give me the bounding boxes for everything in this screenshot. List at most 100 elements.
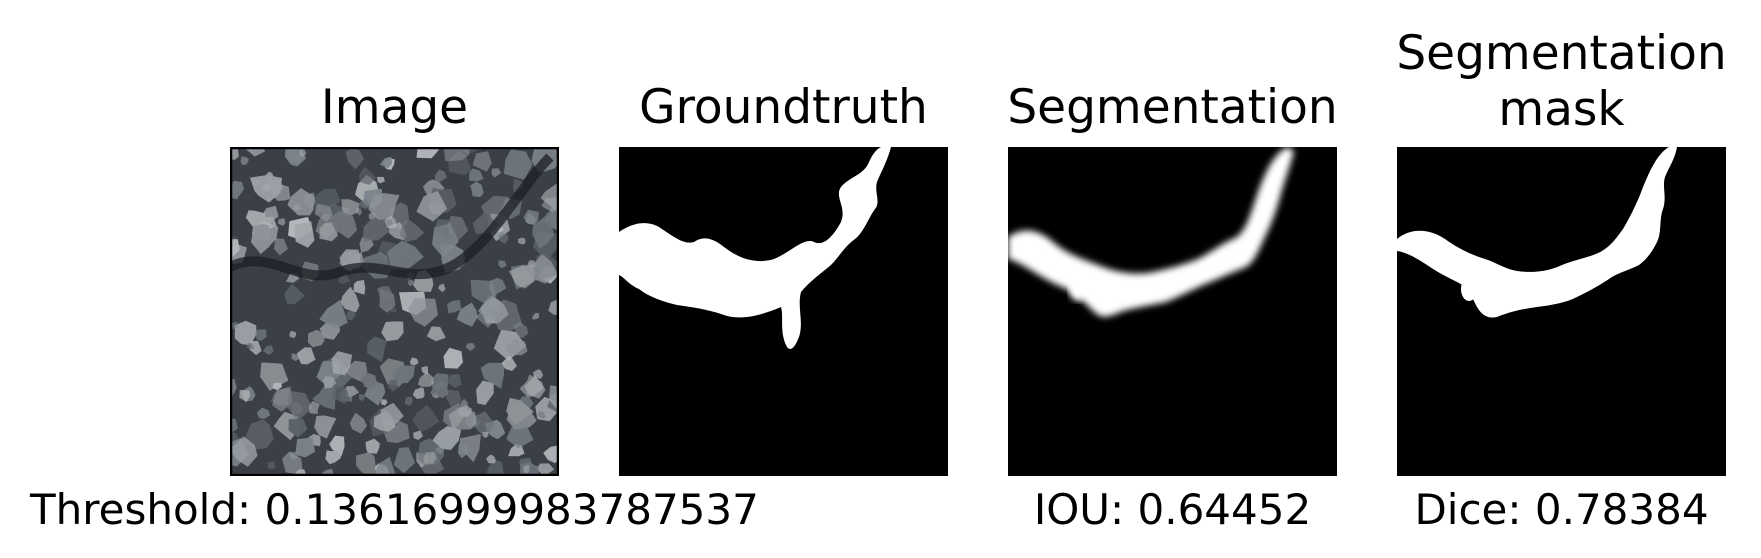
stone-texture [230, 180, 244, 200]
stone-texture [527, 254, 559, 284]
stone-texture [230, 436, 258, 467]
groundtruth-panel-title: Groundtruth [639, 80, 928, 135]
groundtruth-mask [619, 147, 948, 476]
stone-texture [246, 343, 255, 350]
stone-texture [260, 362, 289, 391]
stone-texture [407, 280, 415, 287]
stone-texture [362, 218, 389, 242]
stone-texture [506, 397, 534, 426]
stone-texture [312, 382, 337, 410]
stone-texture [423, 451, 437, 464]
stone-texture [457, 444, 468, 459]
stone-texture [549, 385, 559, 411]
stone-texture [294, 221, 315, 248]
stone-texture [358, 394, 365, 402]
stone-texture [438, 283, 446, 293]
stone-texture [459, 433, 481, 463]
stone-texture [393, 447, 416, 474]
stone-texture [472, 411, 496, 437]
stone-texture [548, 299, 559, 315]
stone-texture [251, 223, 271, 242]
stone-texture [282, 451, 303, 475]
stone-texture [413, 430, 424, 440]
stone-texture [381, 321, 404, 342]
stone-texture [392, 365, 415, 384]
stone-texture [504, 338, 528, 356]
stone-texture [447, 374, 462, 388]
stone-texture [262, 183, 270, 192]
stone-texture [443, 147, 470, 162]
stone-texture [322, 376, 337, 389]
stone-texture [480, 362, 505, 389]
stone-texture [506, 423, 534, 449]
stone-texture [246, 147, 265, 157]
stone-texture [491, 168, 502, 178]
stone-texture [292, 203, 302, 211]
stone-texture [244, 419, 274, 450]
stone-texture [289, 330, 297, 339]
stone-texture [319, 299, 348, 329]
threshold-value: Threshold: 0.13616999983787537 [30, 485, 759, 534]
stone-texture [245, 210, 266, 227]
stone-texture [422, 179, 445, 197]
stone-texture [456, 302, 478, 327]
dice-score: Dice: 0.78384 [1414, 485, 1709, 534]
stone-texture [308, 400, 320, 414]
stone-texture [358, 198, 371, 209]
stone-texture [475, 218, 486, 230]
stone-texture [498, 232, 509, 244]
stone-texture [465, 343, 476, 352]
stone-texture [486, 454, 496, 464]
stone-texture [524, 375, 546, 399]
stone-texture [416, 191, 448, 222]
stone-texture [296, 347, 316, 365]
stone-texture [315, 203, 333, 222]
stone-texture [341, 199, 360, 218]
stone-texture [344, 360, 368, 383]
stone-texture [417, 371, 434, 387]
stone-texture [435, 169, 447, 182]
stone-texture [430, 380, 448, 399]
stone-texture [295, 437, 316, 458]
stone-texture [412, 387, 425, 399]
stone-texture [517, 237, 526, 245]
stone-texture [331, 385, 350, 404]
stone-texture [291, 353, 302, 362]
stone-texture [545, 211, 559, 231]
stone-texture [368, 193, 400, 220]
stone-texture [447, 299, 462, 314]
stone-texture [388, 379, 399, 392]
stone-texture [291, 401, 304, 416]
stone-texture [537, 411, 547, 419]
stone-texture [448, 406, 477, 430]
stone-texture [367, 336, 387, 363]
stone-texture [374, 456, 396, 476]
stone-texture [482, 431, 489, 438]
stone-texture [255, 329, 267, 341]
stone-texture [432, 425, 462, 450]
stone-texture [239, 389, 251, 403]
segmentation-mask-panel-title: Segmentation mask [1396, 26, 1727, 137]
stone-texture [272, 386, 293, 412]
stone-texture [288, 418, 308, 438]
stone-texture [503, 149, 533, 180]
stone-texture [272, 382, 283, 391]
stone-texture [400, 220, 425, 243]
stone-texture [446, 389, 462, 408]
stone-texture [469, 168, 484, 182]
stone-texture [329, 435, 345, 457]
stone-texture [540, 181, 559, 213]
stone-texture [299, 148, 307, 157]
stone-texture [234, 320, 257, 346]
stone-texture [263, 345, 274, 356]
stone-texture [416, 147, 439, 159]
stone-texture [470, 181, 484, 198]
stone-texture [387, 240, 424, 270]
segmentation-output [1008, 147, 1337, 476]
stone-texture [508, 264, 535, 289]
stone-texture [426, 326, 446, 342]
stone-texture [476, 380, 494, 406]
stone-texture [523, 465, 530, 474]
segmentation-binary-mask [1397, 147, 1726, 476]
stone-texture [536, 463, 555, 476]
